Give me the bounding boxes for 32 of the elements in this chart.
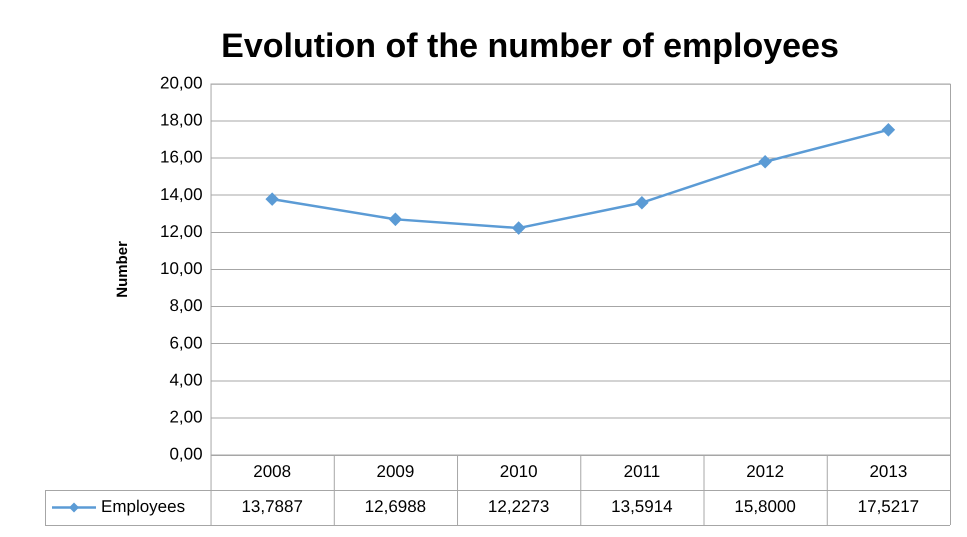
y-tick-label: 18,00	[160, 110, 203, 130]
data-label: 12,6988	[364, 497, 426, 516]
y-tick-label: 20,00	[160, 73, 203, 92]
x-tick-label: 2009	[376, 462, 414, 482]
point	[389, 213, 402, 226]
y-tick-label: 4,00	[169, 370, 203, 390]
x-tick-label: 2010	[500, 462, 538, 482]
x-tick-label: 2012	[746, 462, 784, 482]
point	[512, 222, 525, 234]
y-tick-label: 6,00	[169, 333, 203, 352]
y-tick-label: 12,00	[160, 222, 203, 241]
legend-label: Employees	[101, 497, 186, 516]
x-tick-label: 2008	[253, 462, 292, 482]
y-tick-label: 10,00	[160, 259, 203, 278]
point	[882, 124, 895, 136]
y-tick-label: 16,00	[160, 148, 203, 167]
data-label: 17,5217	[858, 497, 920, 516]
y-tick-label: 14,00	[160, 184, 203, 204]
y-tick-label: 2,00	[169, 408, 203, 427]
x-tick-label: 2011	[624, 462, 660, 482]
y-tick-label: 0,00	[169, 444, 203, 464]
y-tick-label: 8,00	[169, 296, 203, 316]
chart-title: Evolution of the number of employees	[221, 26, 839, 65]
data-label: 12,2273	[488, 497, 550, 516]
point	[758, 156, 772, 168]
point	[266, 192, 278, 206]
y-axis-title: Number	[114, 240, 132, 298]
x-tick-label: 2013	[869, 462, 908, 482]
data-label: 13,5914	[611, 497, 673, 516]
data-label: 13,7887	[241, 497, 303, 516]
data-label: 15,8000	[734, 497, 796, 516]
point	[636, 196, 648, 209]
